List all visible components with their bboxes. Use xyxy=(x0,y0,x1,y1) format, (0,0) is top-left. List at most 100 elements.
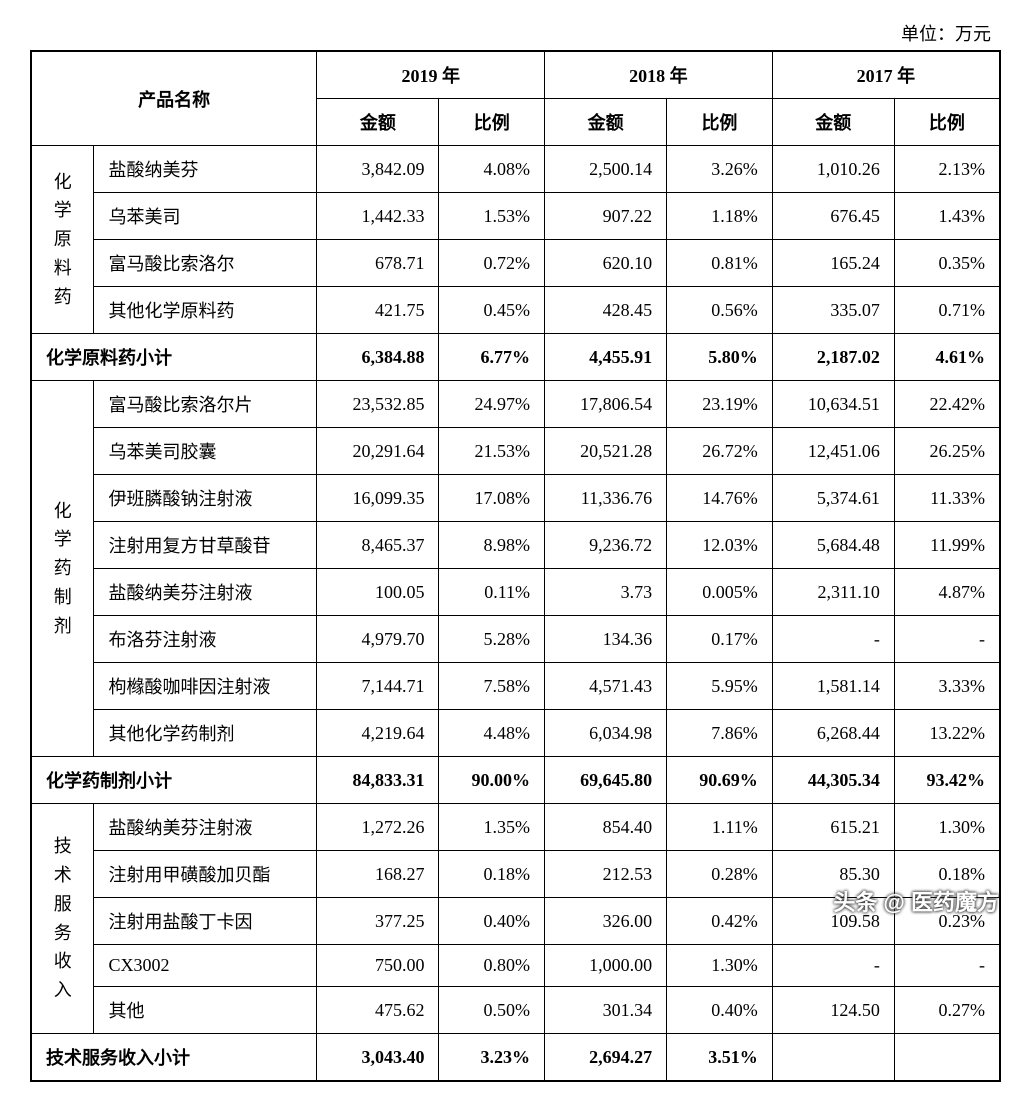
amount-cell: 1,581.14 xyxy=(772,663,894,710)
ratio-cell: 0.18% xyxy=(439,851,545,898)
amount-cell: 4,979.70 xyxy=(317,616,439,663)
table-row: 注射用盐酸丁卡因377.250.40%326.000.42%109.580.23… xyxy=(31,898,1000,945)
table-row: 伊班膦酸钠注射液16,099.3517.08%11,336.7614.76%5,… xyxy=(31,475,1000,522)
table-row: 其他化学药制剂4,219.644.48%6,034.987.86%6,268.4… xyxy=(31,710,1000,757)
table-row: 化学药制剂富马酸比索洛尔片23,532.8524.97%17,806.5423.… xyxy=(31,381,1000,428)
amount-cell: 9,236.72 xyxy=(545,522,667,569)
col-ratio: 比例 xyxy=(667,99,773,146)
table-row: 乌苯美司胶囊20,291.6421.53%20,521.2826.72%12,4… xyxy=(31,428,1000,475)
product-name-cell: 布洛芬注射液 xyxy=(94,616,317,663)
ratio-cell: 22.42% xyxy=(894,381,1000,428)
product-name-cell: 乌苯美司 xyxy=(94,193,317,240)
amount-cell: 2,500.14 xyxy=(545,146,667,193)
amount-cell: 615.21 xyxy=(772,804,894,851)
amount-cell: 7,144.71 xyxy=(317,663,439,710)
subtotal-ratio: 5.80% xyxy=(667,334,773,381)
ratio-cell: 0.17% xyxy=(667,616,773,663)
subtotal-label: 化学原料药小计 xyxy=(31,334,317,381)
table-row: 其他475.620.50%301.340.40%124.500.27% xyxy=(31,987,1000,1034)
ratio-cell: 0.72% xyxy=(439,240,545,287)
ratio-cell: 14.76% xyxy=(667,475,773,522)
ratio-cell: 3.26% xyxy=(667,146,773,193)
product-name-cell: 盐酸纳美芬注射液 xyxy=(94,804,317,851)
amount-cell: 11,336.76 xyxy=(545,475,667,522)
ratio-cell: 3.33% xyxy=(894,663,1000,710)
ratio-cell: 1.30% xyxy=(894,804,1000,851)
amount-cell: 326.00 xyxy=(545,898,667,945)
subtotal-amount: 69,645.80 xyxy=(545,757,667,804)
ratio-cell: 11.33% xyxy=(894,475,1000,522)
ratio-cell: 24.97% xyxy=(439,381,545,428)
amount-cell: 2,311.10 xyxy=(772,569,894,616)
ratio-cell: 12.03% xyxy=(667,522,773,569)
product-name-cell: 注射用盐酸丁卡因 xyxy=(94,898,317,945)
table-row: 其他化学原料药421.750.45%428.450.56%335.070.71% xyxy=(31,287,1000,334)
product-name-cell: 注射用甲磺酸加贝酯 xyxy=(94,851,317,898)
ratio-cell: 1.11% xyxy=(667,804,773,851)
col-amount: 金额 xyxy=(545,99,667,146)
product-name-cell: CX3002 xyxy=(94,945,317,987)
subtotal-ratio: 4.61% xyxy=(894,334,1000,381)
col-product-name: 产品名称 xyxy=(31,51,317,146)
product-name-cell: 乌苯美司胶囊 xyxy=(94,428,317,475)
ratio-cell: 0.80% xyxy=(439,945,545,987)
ratio-cell: 4.08% xyxy=(439,146,545,193)
ratio-cell: 0.11% xyxy=(439,569,545,616)
table-row: 枸橼酸咖啡因注射液7,144.717.58%4,571.435.95%1,581… xyxy=(31,663,1000,710)
amount-cell: 678.71 xyxy=(317,240,439,287)
amount-cell: 421.75 xyxy=(317,287,439,334)
ratio-cell: 0.40% xyxy=(439,898,545,945)
col-ratio: 比例 xyxy=(439,99,545,146)
amount-cell: 1,442.33 xyxy=(317,193,439,240)
amount-cell: - xyxy=(772,616,894,663)
amount-cell: 750.00 xyxy=(317,945,439,987)
ratio-cell: 0.40% xyxy=(667,987,773,1034)
amount-cell: 676.45 xyxy=(772,193,894,240)
product-name-cell: 伊班膦酸钠注射液 xyxy=(94,475,317,522)
product-name-cell: 富马酸比索洛尔片 xyxy=(94,381,317,428)
ratio-cell: 1.53% xyxy=(439,193,545,240)
amount-cell: 854.40 xyxy=(545,804,667,851)
ratio-cell: 1.43% xyxy=(894,193,1000,240)
col-ratio: 比例 xyxy=(894,99,1000,146)
ratio-cell: 4.87% xyxy=(894,569,1000,616)
ratio-cell: 0.35% xyxy=(894,240,1000,287)
ratio-cell: 26.72% xyxy=(667,428,773,475)
amount-cell: 6,268.44 xyxy=(772,710,894,757)
table-row: 技术服务收入盐酸纳美芬注射液1,272.261.35%854.401.11%61… xyxy=(31,804,1000,851)
ratio-cell: 5.28% xyxy=(439,616,545,663)
amount-cell: 475.62 xyxy=(317,987,439,1034)
ratio-cell: 23.19% xyxy=(667,381,773,428)
subtotal-row: 化学原料药小计6,384.886.77%4,455.915.80%2,187.0… xyxy=(31,334,1000,381)
ratio-cell: 0.27% xyxy=(894,987,1000,1034)
subtotal-amount: 2,694.27 xyxy=(545,1034,667,1082)
col-year-2019: 2019 年 xyxy=(317,51,545,99)
ratio-cell: 0.18% xyxy=(894,851,1000,898)
amount-cell: 85.30 xyxy=(772,851,894,898)
col-year-2018: 2018 年 xyxy=(545,51,773,99)
amount-cell: - xyxy=(772,945,894,987)
unit-label: 单位：万元 xyxy=(30,20,991,46)
ratio-cell: 1.18% xyxy=(667,193,773,240)
col-amount: 金额 xyxy=(317,99,439,146)
ratio-cell: 1.35% xyxy=(439,804,545,851)
subtotal-ratio: 3.23% xyxy=(439,1034,545,1082)
ratio-cell: 7.58% xyxy=(439,663,545,710)
amount-cell: 212.53 xyxy=(545,851,667,898)
ratio-cell: 5.95% xyxy=(667,663,773,710)
category-cell: 技术服务收入 xyxy=(31,804,94,1034)
ratio-cell: 0.56% xyxy=(667,287,773,334)
subtotal-amount: 4,455.91 xyxy=(545,334,667,381)
ratio-cell: 8.98% xyxy=(439,522,545,569)
subtotal-ratio: 90.69% xyxy=(667,757,773,804)
ratio-cell: 1.30% xyxy=(667,945,773,987)
amount-cell: 8,465.37 xyxy=(317,522,439,569)
ratio-cell: 0.50% xyxy=(439,987,545,1034)
subtotal-row: 技术服务收入小计3,043.403.23%2,694.273.51% xyxy=(31,1034,1000,1082)
amount-cell: 301.34 xyxy=(545,987,667,1034)
amount-cell: 620.10 xyxy=(545,240,667,287)
subtotal-row: 化学药制剂小计84,833.3190.00%69,645.8090.69%44,… xyxy=(31,757,1000,804)
subtotal-ratio xyxy=(894,1034,1000,1082)
product-name-cell: 其他化学原料药 xyxy=(94,287,317,334)
amount-cell: 20,291.64 xyxy=(317,428,439,475)
